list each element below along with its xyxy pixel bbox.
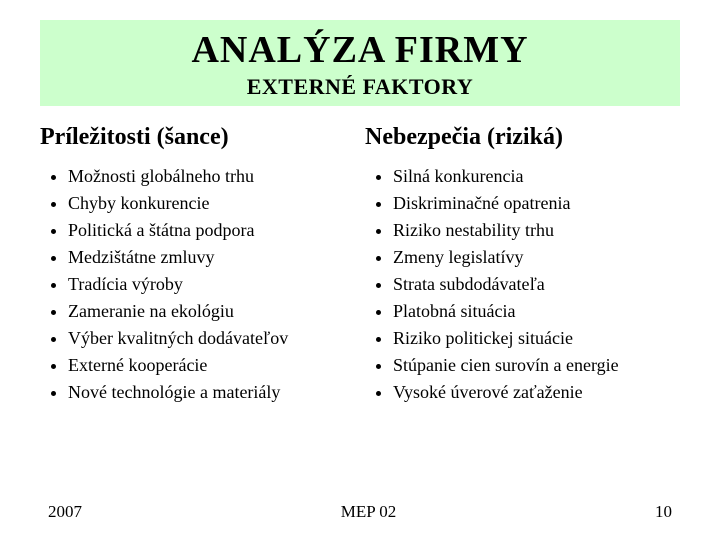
- list-item: Silná konkurencia: [393, 163, 680, 190]
- list-item: Medzištátne zmluvy: [68, 244, 355, 271]
- list-item: Platobná situácia: [393, 298, 680, 325]
- right-list: Silná konkurencia Diskriminačné opatreni…: [365, 163, 680, 406]
- slide-title: ANALÝZA FIRMY: [40, 28, 680, 72]
- footer-code: MEP 02: [341, 502, 397, 522]
- list-item: Externé kooperácie: [68, 352, 355, 379]
- list-item: Chyby konkurencie: [68, 190, 355, 217]
- list-item: Riziko nestability trhu: [393, 217, 680, 244]
- right-column: Nebezpečia (riziká) Silná konkurencia Di…: [365, 124, 680, 406]
- left-list: Možnosti globálneho trhu Chyby konkurenc…: [40, 163, 355, 406]
- list-item: Diskriminačné opatrenia: [393, 190, 680, 217]
- left-column-heading: Príležitosti (šance): [40, 124, 355, 151]
- list-item: Výber kvalitných dodávateľov: [68, 325, 355, 352]
- page-number: 10: [655, 502, 672, 522]
- footer-year: 2007: [48, 502, 82, 522]
- list-item: Tradícia výroby: [68, 271, 355, 298]
- slide-subtitle: EXTERNÉ FAKTORY: [40, 74, 680, 100]
- list-item: Vysoké úverové zaťaženie: [393, 379, 680, 406]
- list-item: Stúpanie cien surovín a energie: [393, 352, 680, 379]
- list-item: Zmeny legislatívy: [393, 244, 680, 271]
- left-column: Príležitosti (šance) Možnosti globálneho…: [40, 124, 355, 406]
- list-item: Zameranie na ekológiu: [68, 298, 355, 325]
- content-columns: Príležitosti (šance) Možnosti globálneho…: [40, 124, 680, 406]
- right-column-heading: Nebezpečia (riziká): [365, 124, 680, 151]
- list-item: Možnosti globálneho trhu: [68, 163, 355, 190]
- list-item: Strata subdodávateľa: [393, 271, 680, 298]
- footer: 2007 MEP 02 10: [0, 502, 720, 522]
- list-item: Riziko politickej situácie: [393, 325, 680, 352]
- title-block: ANALÝZA FIRMY EXTERNÉ FAKTORY: [40, 20, 680, 106]
- list-item: Politická a štátna podpora: [68, 217, 355, 244]
- list-item: Nové technológie a materiály: [68, 379, 355, 406]
